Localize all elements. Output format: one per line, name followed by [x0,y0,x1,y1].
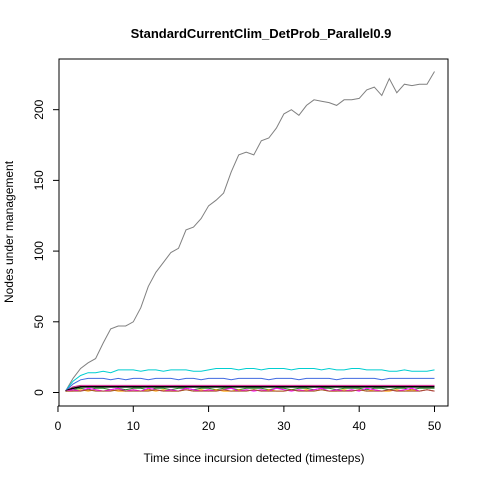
x-tick-label: 10 [127,419,141,433]
series-line-2 [65,367,435,392]
series-line-6 [65,387,435,392]
x-axis-label: Time since incursion detected (timesteps… [144,451,365,465]
series-layer [65,71,435,392]
y-tick-label: 0 [32,389,46,396]
y-axis-label: Nodes under management [2,160,16,303]
y-tick-label: 50 [32,315,46,329]
x-tick-label: 0 [55,419,62,433]
x-axis: 0 10 20 30 40 50 [55,405,442,433]
series-line-5 [65,385,435,392]
y-axis: 0 50 100 150 200 [32,99,60,396]
y-tick-label: 150 [32,170,46,190]
series-line-9 [65,389,435,392]
x-tick-label: 20 [202,419,216,433]
series-line-4 [65,384,435,392]
x-tick-label: 40 [353,419,367,433]
series-line-3 [65,377,435,392]
y-tick-label: 200 [32,99,46,119]
series-line-1 [65,71,435,392]
plot-frame [58,58,449,407]
x-tick-label: 30 [277,419,291,433]
chart-title: StandardCurrentClim_DetProb_Parallel0.9 [131,26,392,41]
y-tick-label: 100 [32,241,46,261]
x-tick-label: 50 [428,419,442,433]
